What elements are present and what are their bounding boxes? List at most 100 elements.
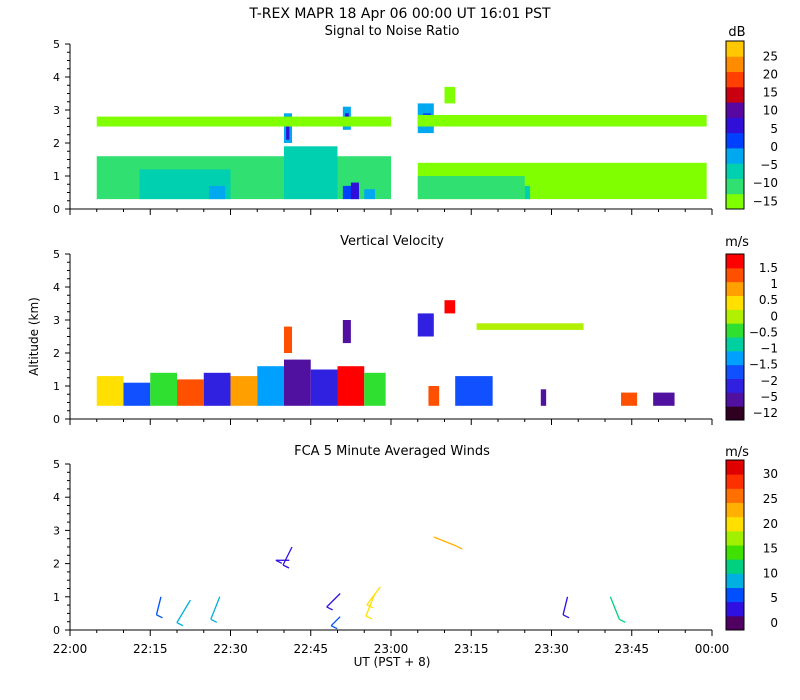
heatmap-cell <box>203 372 231 406</box>
panel-title: FCA 5 Minute Averaged Winds <box>294 444 490 459</box>
panel-3: FCA 5 Minute Averaged Winds 0 1 2 3 4 5 22:00 22… <box>53 444 778 656</box>
colorbar-label: 0.5 <box>759 293 778 307</box>
colorbar-swatch <box>726 132 744 149</box>
wind-barb <box>609 596 620 620</box>
colorbar-swatch <box>726 295 744 310</box>
colorbar-label: 5 <box>770 122 778 136</box>
y-tick-label: 5 <box>53 248 60 261</box>
x-tick-label: 23:45 <box>614 642 649 656</box>
colorbar-swatch <box>726 86 744 103</box>
colorbar: 1.5 1 0.5 0 −0.5 −1 −1.5 −2 −5 −12 m/s <box>725 235 778 421</box>
colorbar-swatch <box>726 392 744 407</box>
y-tick-label: 0 <box>53 203 60 216</box>
y-tick-label: 1 <box>53 380 60 393</box>
colorbar-label: 0 <box>770 309 778 323</box>
y-tick-label: 2 <box>53 347 60 360</box>
heatmap-cell <box>621 392 638 406</box>
wind-barb <box>433 536 457 547</box>
wind-barb <box>365 593 376 617</box>
colorbar-swatch <box>726 378 744 393</box>
wind-barb <box>210 596 221 620</box>
colorbar-label: 1.5 <box>759 261 778 275</box>
colorbar-swatch <box>726 615 744 631</box>
wind-barb-feather <box>210 618 218 623</box>
wind-barb-feather <box>156 614 163 619</box>
wind-barb-feather <box>282 564 290 569</box>
colorbar-swatch <box>726 559 744 574</box>
heatmap-cell <box>350 182 359 200</box>
colorbar-swatch <box>726 502 744 518</box>
heatmap-cell <box>177 379 204 406</box>
y-tick-label: 1 <box>53 591 60 604</box>
y-tick-label: 5 <box>53 38 60 51</box>
colorbar-label: 30 <box>763 467 778 481</box>
heatmap-cell <box>286 116 290 140</box>
wind-barb-feather <box>365 615 373 620</box>
x-tick-label: 22:30 <box>213 642 248 656</box>
heatmap-cell <box>337 366 365 406</box>
heatmap-cell <box>364 372 386 406</box>
colorbar-unit: m/s <box>725 235 749 250</box>
y-tick-label: 3 <box>53 104 60 117</box>
colorbar-label: −5 <box>760 158 778 172</box>
colorbar-swatch <box>726 56 744 73</box>
heatmap-cell <box>444 300 456 314</box>
heatmap-cell <box>428 386 440 406</box>
colorbar-swatch <box>726 193 744 210</box>
y-tick-label: 0 <box>53 624 60 637</box>
colorbar: 30 25 20 15 10 5 0 m/s <box>725 445 778 631</box>
colorbar-label: 15 <box>763 542 778 556</box>
y-tick-label: 4 <box>53 491 60 504</box>
y-tick-label: 4 <box>53 71 60 84</box>
wind-barb-feather <box>562 614 570 619</box>
y-tick-label: 3 <box>53 314 60 327</box>
y-tick-label: 2 <box>53 558 60 571</box>
heatmap-cell <box>417 313 434 337</box>
heatmap-cell <box>96 376 124 406</box>
colorbar-label: −15 <box>753 194 778 208</box>
colorbar: 25 20 15 10 5 0 −5 −10 −15 dB <box>725 25 778 210</box>
colorbar-label: −12 <box>753 406 778 420</box>
colorbar-swatch <box>726 587 744 603</box>
colorbar-swatch <box>726 488 744 503</box>
colorbar-label: 20 <box>763 67 778 81</box>
x-tick-label: 22:15 <box>133 642 168 656</box>
colorbar-label: 15 <box>763 86 778 100</box>
colorbar-swatch <box>726 474 744 489</box>
y-tick-label: 0 <box>53 413 60 426</box>
colorbar-swatch <box>726 350 744 366</box>
y-tick-label: 1 <box>53 170 60 183</box>
x-tick-label: 23:15 <box>454 642 489 656</box>
heatmap-cell <box>524 185 531 200</box>
colorbar-label: −1 <box>760 342 778 356</box>
colorbar-label: 0 <box>770 616 778 630</box>
colorbar-label: 25 <box>763 49 778 63</box>
x-tick-label: 22:45 <box>293 642 328 656</box>
x-tick-label: 00:00 <box>695 642 730 656</box>
heatmap-cell <box>476 323 584 330</box>
colorbar-swatch <box>726 364 744 379</box>
colorbar-swatch <box>726 41 744 57</box>
colorbar-swatch <box>726 102 744 118</box>
panel-title: Signal to Noise Ratio <box>325 24 460 39</box>
x-tick-label: 22:00 <box>53 642 88 656</box>
colorbar-frame <box>725 459 745 631</box>
heatmap-cell <box>230 376 258 406</box>
wind-barb-feather <box>366 604 374 609</box>
colorbar-swatch <box>726 178 744 195</box>
colorbar-label: 10 <box>763 566 778 580</box>
colorbar-swatch <box>726 601 744 617</box>
heatmap-cell <box>284 146 338 200</box>
wind-barb <box>366 586 381 606</box>
colorbar-swatch <box>726 281 744 296</box>
x-axis-label: UT (PST + 8) <box>354 655 431 669</box>
colorbar-swatch <box>726 460 744 475</box>
heatmap-cell <box>540 389 547 406</box>
colorbar-swatch <box>726 71 744 88</box>
x-tick-label: 23:00 <box>374 642 409 656</box>
wind-barb <box>155 596 162 615</box>
heatmap-cell <box>653 392 675 406</box>
heatmap-cell <box>150 372 177 406</box>
y-tick-label: 3 <box>53 524 60 537</box>
